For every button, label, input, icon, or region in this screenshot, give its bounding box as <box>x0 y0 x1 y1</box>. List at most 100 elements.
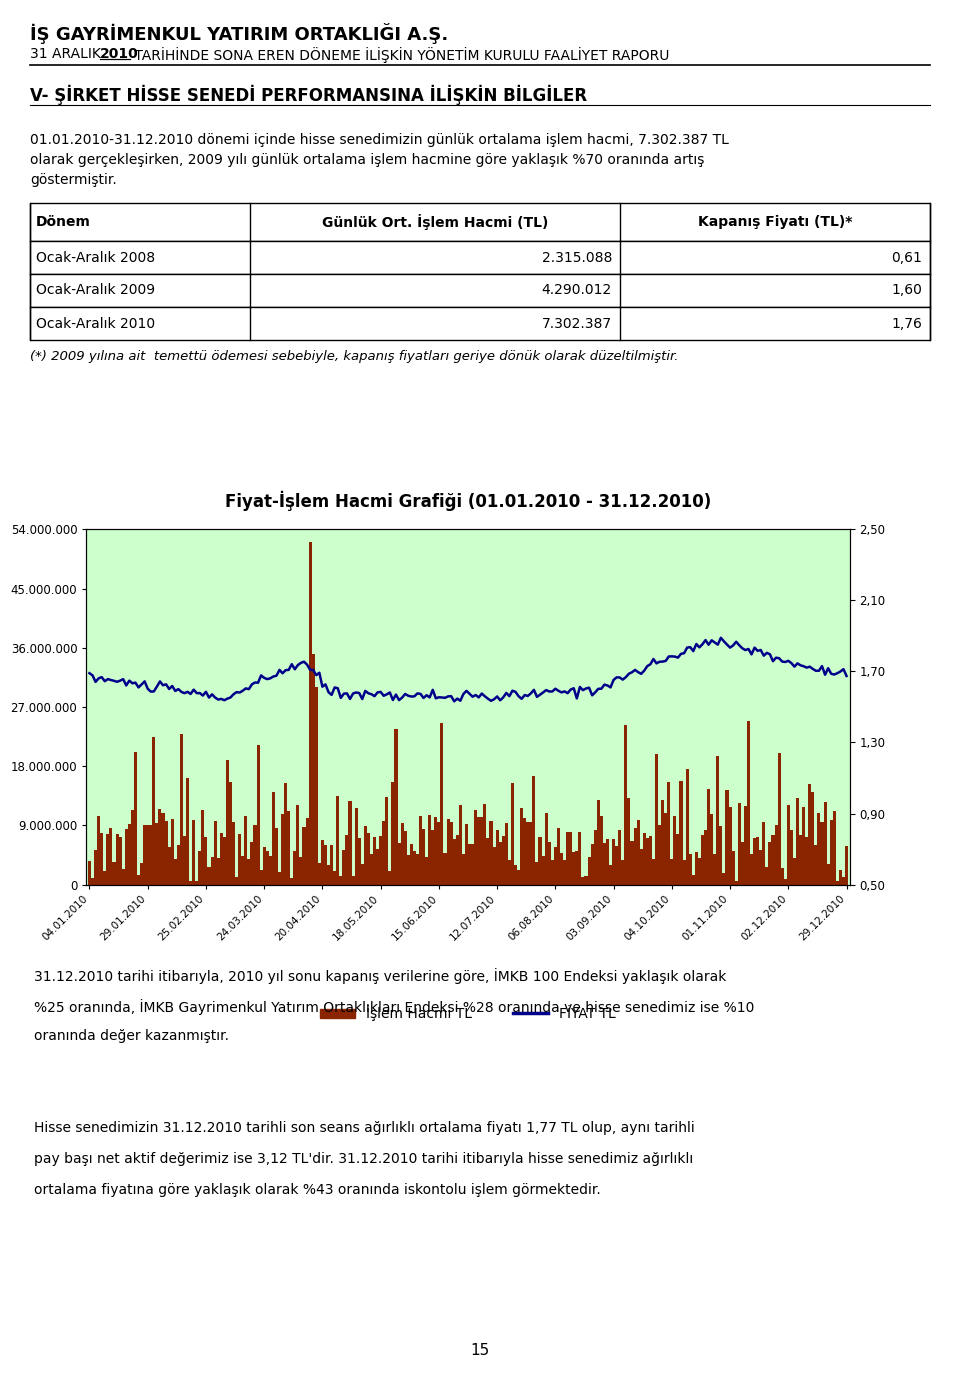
Bar <box>263 847 266 885</box>
Bar <box>318 862 321 885</box>
Bar <box>517 871 520 885</box>
Bar <box>385 797 388 885</box>
Bar <box>646 839 649 885</box>
Bar <box>759 850 762 885</box>
Bar <box>459 805 462 885</box>
Bar <box>30 203 930 241</box>
Bar <box>536 862 539 885</box>
Bar <box>330 846 333 885</box>
Bar <box>541 857 544 885</box>
Bar <box>321 840 324 885</box>
Bar <box>324 846 327 885</box>
Bar <box>753 839 756 885</box>
Bar <box>232 822 235 885</box>
Text: 0,61: 0,61 <box>891 251 922 265</box>
Bar <box>569 832 572 885</box>
Text: pay başı net aktif değerimiz ise 3,12 TL'dir. 31.12.2010 tarihi itibarıyla hisse: pay başı net aktif değerimiz ise 3,12 TL… <box>34 1152 693 1166</box>
Bar <box>336 795 339 885</box>
Bar <box>119 837 122 885</box>
Bar <box>505 823 508 885</box>
Bar <box>716 755 719 885</box>
Bar <box>609 865 612 885</box>
Bar <box>471 844 474 885</box>
Bar <box>195 880 199 885</box>
Bar <box>511 783 514 885</box>
Bar <box>593 830 597 885</box>
Bar <box>140 864 143 885</box>
Bar <box>213 820 217 885</box>
Bar <box>799 836 803 885</box>
Bar <box>133 752 137 885</box>
Bar <box>578 833 582 885</box>
Text: 2010: 2010 <box>100 47 139 61</box>
Bar <box>588 858 590 885</box>
Bar <box>726 790 729 885</box>
Bar <box>131 809 133 885</box>
Bar <box>453 839 456 885</box>
Bar <box>747 722 750 885</box>
Bar <box>207 866 210 885</box>
Bar <box>628 798 631 885</box>
Bar <box>428 815 431 885</box>
Bar <box>765 866 768 885</box>
Bar <box>673 815 677 885</box>
Text: 01.01.2010-31.12.2010 dönemi içinde hisse senedimizin günlük ortalama işlem hacm: 01.01.2010-31.12.2010 dönemi içinde hiss… <box>30 132 729 148</box>
Bar <box>783 879 787 885</box>
Text: İŞ GAYRİMENKUL YATIRIM ORTAKLIĞI A.Ş.: İŞ GAYRİMENKUL YATIRIM ORTAKLIĞI A.Ş. <box>30 24 448 45</box>
Bar <box>189 882 192 885</box>
Bar <box>618 830 621 885</box>
Bar <box>808 784 811 885</box>
Bar <box>768 843 772 885</box>
Bar <box>780 868 783 885</box>
Bar <box>351 876 354 885</box>
Bar <box>824 802 827 885</box>
Bar <box>91 879 94 885</box>
Bar <box>153 737 156 885</box>
Text: 4.290.012: 4.290.012 <box>541 284 612 298</box>
Bar <box>327 865 330 885</box>
Bar <box>413 851 416 885</box>
Text: 31.12.2010 tarihi itibarıyla, 2010 yıl sonu kapanış verilerine göre, İMKB 100 En: 31.12.2010 tarihi itibarıyla, 2010 yıl s… <box>34 968 726 983</box>
Bar <box>582 876 585 885</box>
Bar <box>655 754 658 885</box>
Bar <box>358 839 361 885</box>
Bar <box>30 306 930 340</box>
Text: (*) 2009 yılına ait  temettü ödemesi sebebiyle, kapanış fiyatları geriye dönük o: (*) 2009 yılına ait temettü ödemesi sebe… <box>30 350 679 364</box>
Bar <box>302 827 305 885</box>
Bar <box>382 820 385 885</box>
Bar <box>636 820 639 885</box>
Bar <box>557 827 560 885</box>
Bar <box>158 808 161 885</box>
Bar <box>468 844 471 885</box>
Bar <box>210 857 213 885</box>
Bar <box>544 814 548 885</box>
Bar <box>585 876 588 885</box>
Bar <box>683 859 685 885</box>
Bar <box>407 855 410 885</box>
Bar <box>281 815 284 885</box>
Bar <box>498 841 502 885</box>
Bar <box>811 793 814 885</box>
Bar <box>137 875 140 885</box>
Bar <box>315 687 318 885</box>
Bar <box>364 826 367 885</box>
Bar <box>664 814 667 885</box>
Bar <box>348 801 351 885</box>
Bar <box>248 859 251 885</box>
Bar <box>805 837 808 885</box>
Bar <box>312 655 315 885</box>
Bar <box>821 822 824 885</box>
Bar <box>741 841 744 885</box>
Bar <box>168 847 171 885</box>
Bar <box>361 864 364 885</box>
Bar <box>241 855 244 885</box>
Bar <box>624 724 628 885</box>
Text: V- ŞİRKET HİSSE SENEDİ PERFORMANSINA İLİŞKİN BİLGİLER: V- ŞİRKET HİSSE SENEDİ PERFORMANSINA İLİ… <box>30 85 588 106</box>
Bar <box>462 854 465 885</box>
Bar <box>422 829 425 885</box>
Bar <box>156 823 158 885</box>
Bar <box>161 814 164 885</box>
Bar <box>708 790 710 885</box>
Bar <box>704 829 708 885</box>
Bar <box>370 854 373 885</box>
